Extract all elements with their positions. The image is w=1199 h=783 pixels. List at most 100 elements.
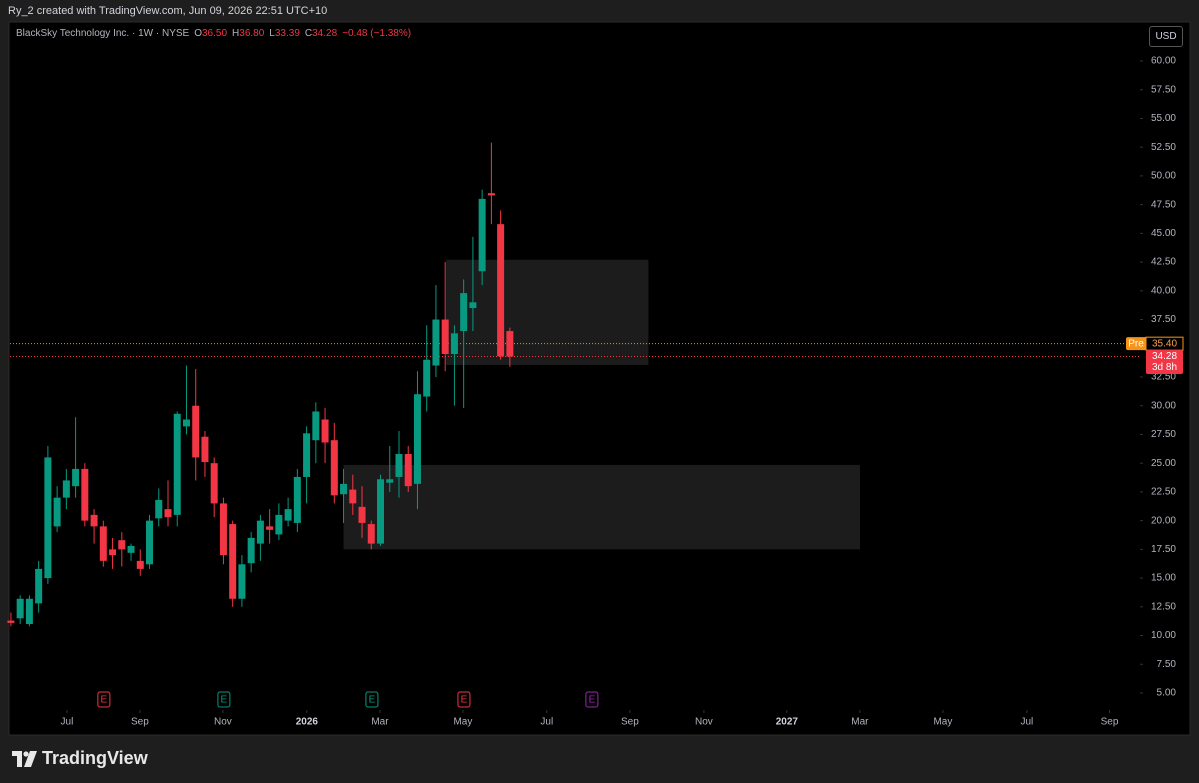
candle-body [146, 520, 154, 565]
y-tick-label: 5.00 [1157, 688, 1177, 699]
candle-body [284, 509, 292, 521]
zone [446, 259, 649, 365]
candle-body [201, 436, 209, 463]
ohlc-key: C [304, 28, 313, 39]
x-tick-label: 2026 [296, 717, 319, 728]
candle-body [99, 526, 107, 561]
candle-body [7, 620, 15, 623]
candle-body [275, 514, 283, 535]
x-tick-label: 2027 [776, 717, 799, 728]
candle-body [377, 479, 385, 544]
candle-body [340, 483, 348, 495]
event-label: E [461, 695, 468, 706]
ohlc-key: O [194, 28, 202, 39]
y-tick-label: 27.50 [1151, 429, 1176, 440]
candle-body [497, 224, 505, 357]
candle-body [413, 394, 421, 484]
candle-body [164, 509, 172, 518]
x-tick-label: Mar [851, 717, 869, 728]
y-tick-label: 32.50 [1151, 372, 1176, 383]
candle-body [81, 468, 89, 521]
event-label: E [101, 695, 108, 706]
candle-body [395, 453, 403, 477]
candle-body [469, 302, 477, 309]
candle-body [90, 514, 98, 527]
candle-body [219, 503, 227, 556]
y-tick-label: 20.00 [1151, 515, 1176, 526]
candle-body [293, 476, 301, 523]
x-tick-label: Jul [540, 717, 553, 728]
candle-body [478, 198, 486, 272]
candle-body [238, 564, 246, 599]
candle-body [44, 457, 52, 579]
candle-body [358, 506, 366, 523]
y-tick-label: 40.00 [1151, 285, 1176, 296]
ohlc: O36.50 H36.80 L33.39 C34.28 [189, 28, 337, 39]
candle-body [109, 549, 117, 556]
x-tick-label: Nov [214, 717, 232, 728]
price-tag: Pre [1128, 338, 1144, 349]
candle-body [386, 479, 394, 483]
event-marker [217, 691, 231, 708]
candle-body [450, 333, 458, 355]
x-tick-label: Sep [621, 717, 639, 728]
y-tick-label: 52.50 [1151, 142, 1176, 153]
event-label: E [369, 695, 376, 706]
ohlc-key: L [269, 28, 275, 39]
change: −0.48 (−1.38%) [342, 28, 412, 39]
zone [343, 464, 861, 550]
event-marker [585, 691, 599, 708]
y-tick-label: 60.00 [1151, 56, 1176, 67]
y-tick-label: 12.50 [1151, 601, 1176, 612]
ohlc-value: 36.50 [202, 28, 228, 39]
candle-body [247, 537, 255, 564]
candle-body [266, 526, 274, 530]
candle-body [62, 480, 70, 498]
candle-body [192, 405, 200, 458]
candle-body [35, 568, 43, 604]
candle-body [330, 440, 338, 496]
candle-body [487, 193, 495, 196]
ohlc-value: 36.80 [239, 28, 265, 39]
y-tick-label: 47.50 [1151, 199, 1176, 210]
candle-body [312, 411, 320, 441]
event-marker [365, 691, 379, 708]
watermark: Ry_2 created with TradingView.com, Jun 0… [8, 5, 328, 17]
candle-body [256, 520, 264, 544]
x-tick-label: Sep [131, 717, 149, 728]
symbol: BlackSky Technology Inc. · 1W · NYSE [16, 28, 190, 39]
y-tick-label: 25.00 [1151, 458, 1176, 469]
y-tick-label: 7.50 [1157, 659, 1177, 670]
x-tick-label: Nov [695, 717, 713, 728]
symbol-legend: BlackSky Technology Inc. · 1W · NYSE O36.… [16, 28, 411, 39]
x-tick-label: May [453, 717, 472, 728]
y-tick-label: 22.50 [1151, 487, 1176, 498]
candle-body [155, 499, 163, 519]
price-label: 34.28 [1152, 351, 1177, 362]
candle-body [229, 524, 237, 599]
candle-body [210, 463, 218, 504]
candle-body [303, 433, 311, 477]
countdown: 3d 8h [1152, 362, 1177, 373]
y-tick-label: 42.50 [1151, 257, 1176, 268]
x-tick-label: Jul [1021, 717, 1034, 728]
y-tick-label: 37.50 [1151, 314, 1176, 325]
candle-body [72, 468, 80, 487]
candle-body [25, 598, 33, 625]
y-tick-label: 45.00 [1151, 228, 1176, 239]
event-marker [457, 691, 471, 708]
event-marker [97, 691, 111, 708]
currency-button[interactable]: USD [1149, 26, 1183, 47]
ohlc-value: 33.39 [274, 28, 300, 39]
x-tick-label: Jul [61, 717, 74, 728]
candle-body [53, 497, 61, 527]
candle-body [432, 319, 440, 366]
candle-body [404, 453, 412, 487]
brand-name: TradingView [42, 748, 148, 768]
y-tick-label: 10.00 [1151, 630, 1176, 641]
candle-body [441, 319, 449, 355]
event-label: E [221, 695, 228, 706]
candle-body [127, 545, 135, 553]
